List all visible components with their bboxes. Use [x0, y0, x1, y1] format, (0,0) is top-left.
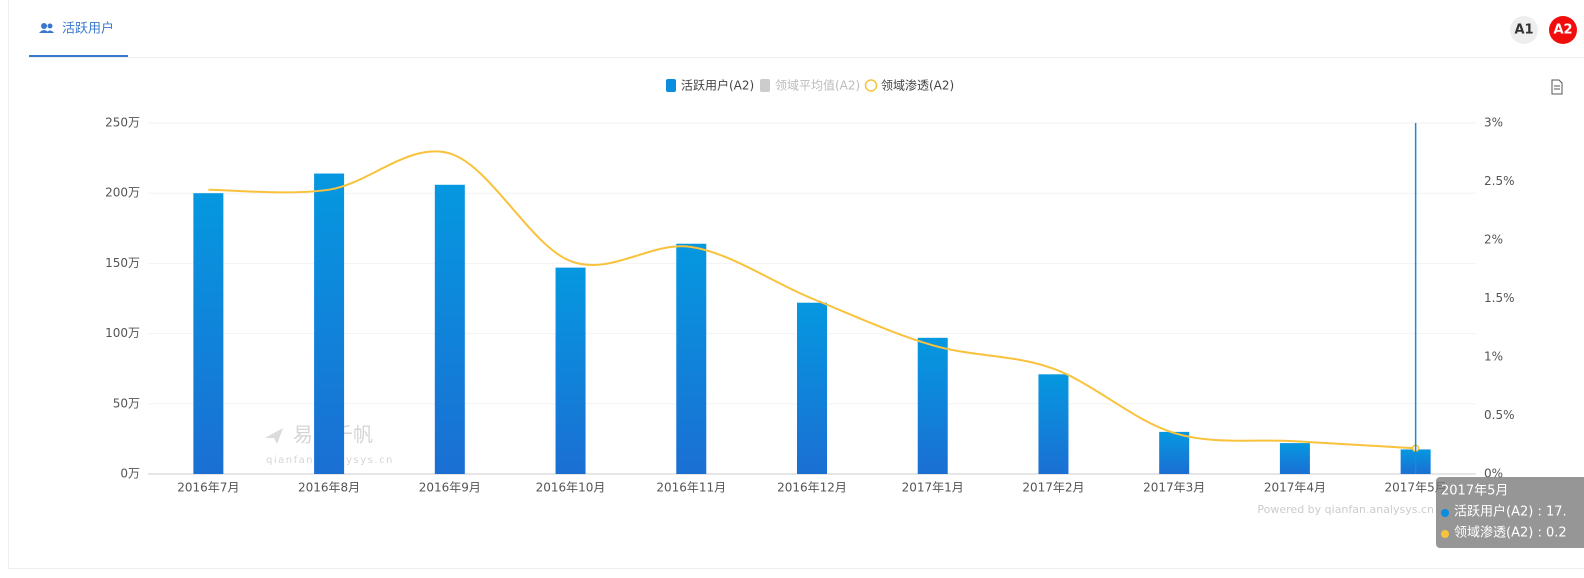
tab-underline [29, 55, 128, 57]
tab[interactable]: 活跃用户 [39, 21, 114, 37]
button-label: A1 [1514, 23, 1533, 38]
export-icon[interactable] [1551, 79, 1563, 95]
legend-swatch[interactable] [864, 79, 878, 92]
bar [1279, 443, 1310, 474]
x-tick-label: 2016年9月 [419, 481, 481, 495]
x-tick-label: 2016年11月 [656, 481, 726, 495]
legend: 活跃用户(A2) 领域平均值(A2) 领域渗透(A2) [666, 78, 954, 93]
x-tick-label: 2016年8月 [298, 481, 360, 495]
tab-icon [41, 23, 47, 29]
tooltip-line: 活跃用户(A2) : 17. [1454, 504, 1567, 520]
y2-tick-label: 2.5% [1484, 174, 1515, 188]
bar [314, 173, 345, 474]
x-tick-label: 2016年7月 [177, 481, 239, 495]
y2-tick-label: 3% [1484, 116, 1503, 130]
y2-tick-label: 0.5% [1484, 408, 1515, 422]
bar [917, 337, 948, 474]
y2-tick-label: 1% [1484, 350, 1503, 364]
tooltip-dot [1441, 530, 1449, 538]
legend-swatch[interactable] [760, 79, 770, 92]
button-label: A2 [1553, 23, 1572, 38]
bar [1038, 374, 1069, 474]
tab-icon [47, 23, 53, 29]
legend-label[interactable]: 领域平均值(A2) [775, 78, 860, 93]
bar [193, 193, 224, 474]
x-tick-label: 2017年5月 [1385, 481, 1447, 495]
y-tick-label: 150万 [105, 256, 140, 270]
y-tick-label: 250万 [105, 116, 140, 130]
legend-label[interactable]: 活跃用户(A2) [681, 78, 754, 93]
x-tick-label: 2017年2月 [1022, 481, 1084, 495]
y-tick-label: 0万 [120, 467, 140, 481]
y2-tick-label: 2% [1484, 233, 1503, 247]
tooltip-title: 2017年5月 [1441, 484, 1508, 499]
x-tick-label: 2017年3月 [1143, 481, 1205, 495]
y-tick-label: 100万 [105, 326, 140, 340]
button-a2[interactable]: A2 [1549, 16, 1577, 44]
y2-tick-label: 1.5% [1484, 291, 1515, 305]
legend-label[interactable]: 领域渗透(A2) [881, 78, 954, 93]
tab-label: 活跃用户 [62, 21, 114, 37]
line [208, 150, 1416, 450]
bar [676, 243, 707, 474]
legend-swatch[interactable] [666, 79, 676, 92]
bar [1159, 431, 1190, 474]
button-a1[interactable]: A1 [1510, 16, 1538, 44]
x-tick-label: 2017年4月 [1264, 481, 1326, 495]
bar [555, 267, 586, 474]
bar [434, 184, 465, 474]
x-tick-label: 2016年12月 [777, 481, 847, 495]
x-tick-label: 2016年10月 [536, 481, 606, 495]
tab-icon [39, 30, 54, 33]
x-tick-label: 2017年1月 [902, 481, 964, 495]
tooltip-box [1436, 477, 1584, 548]
y-tick-label: 200万 [105, 186, 140, 200]
credit: Powered by qianfan.analysys.cn [1257, 503, 1434, 516]
tooltip-dot [1441, 509, 1449, 517]
tooltip-line: 领域渗透(A2) : 0.2 [1454, 526, 1567, 541]
y-tick-label: 50万 [113, 396, 140, 410]
bar [797, 302, 827, 474]
